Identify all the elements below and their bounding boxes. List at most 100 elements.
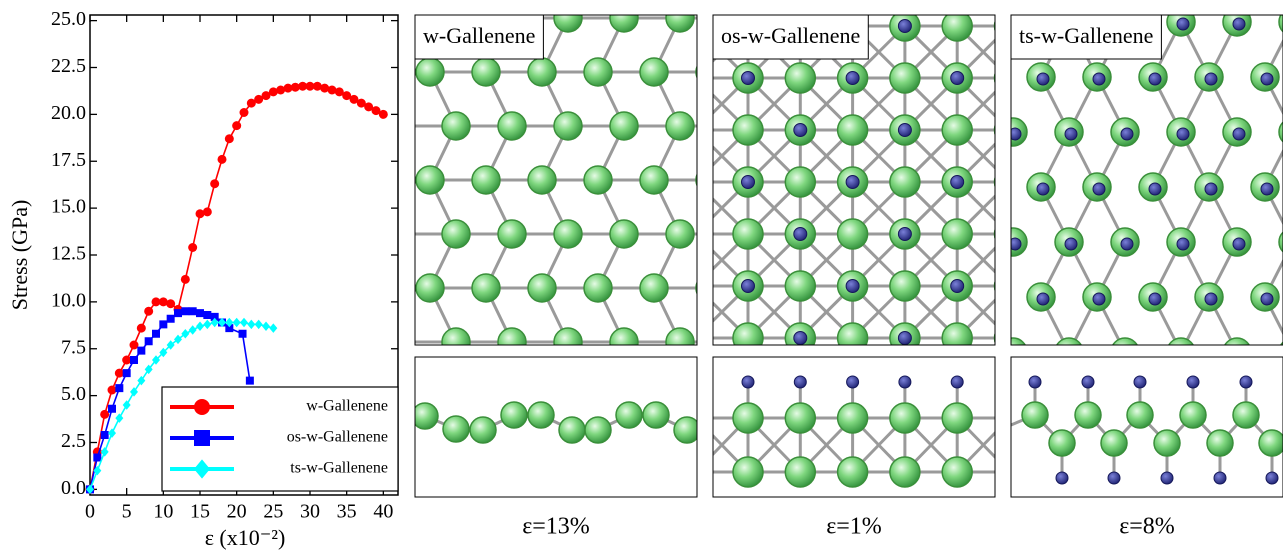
n-atom — [898, 228, 911, 241]
data-point — [210, 179, 219, 188]
data-point — [101, 447, 109, 457]
ga-atom — [442, 220, 470, 248]
ga-atom — [640, 166, 668, 194]
n-atom — [846, 280, 859, 293]
data-point — [188, 243, 197, 252]
ga-atom — [643, 402, 669, 428]
n-atom — [1177, 18, 1189, 30]
data-point — [100, 410, 109, 419]
data-point — [130, 341, 139, 350]
ga-atom — [640, 58, 668, 86]
data-point — [181, 329, 189, 339]
ga-atom — [443, 416, 469, 442]
n-atom — [1065, 128, 1077, 140]
ga-atom — [942, 219, 972, 249]
ga-atom — [386, 220, 414, 248]
ga-atom — [674, 417, 700, 443]
ga-atom — [785, 63, 815, 93]
ga-atom — [838, 403, 868, 433]
data-point — [137, 324, 146, 333]
n-atom — [1233, 128, 1245, 140]
ga-atom — [1022, 402, 1048, 428]
ga-atom — [472, 274, 500, 302]
n-atom — [794, 332, 807, 345]
bond — [374, 18, 400, 72]
data-point — [262, 321, 270, 331]
n-atom — [1214, 472, 1226, 484]
page: {"chart_data": {"type": "line", "xlabel"… — [0, 0, 1283, 553]
n-atom — [1121, 238, 1133, 250]
n-atom — [742, 176, 755, 189]
ga-atom — [785, 271, 815, 301]
n-atom — [1121, 128, 1133, 140]
strain-caption: ε=8% — [1119, 514, 1175, 540]
y-tick-label: 22.5 — [51, 55, 86, 77]
n-atom — [794, 376, 806, 388]
n-atom — [1266, 472, 1278, 484]
data-point — [123, 369, 131, 377]
n-atom — [794, 228, 807, 241]
y-tick-label: 10.0 — [51, 289, 86, 311]
n-atom — [846, 72, 859, 85]
ga-atom — [1233, 402, 1259, 428]
data-point — [232, 121, 241, 130]
ga-atom — [942, 403, 972, 433]
ga-atom — [666, 112, 694, 140]
data-point — [130, 356, 138, 364]
bond — [374, 180, 400, 234]
x-tick-label: 35 — [337, 501, 357, 523]
structure-top — [681, 11, 1025, 353]
ga-atom — [1154, 430, 1180, 456]
legend-marker — [194, 430, 210, 446]
data-point — [115, 384, 123, 392]
data-point — [115, 413, 123, 423]
ga-atom — [838, 115, 868, 145]
data-point — [181, 307, 189, 315]
ga-atom — [584, 274, 612, 302]
ga-atom — [890, 63, 920, 93]
ga-atom — [412, 403, 438, 429]
n-atom — [794, 124, 807, 137]
n-atom — [1134, 376, 1146, 388]
n-atom — [951, 376, 963, 388]
ga-atom — [942, 457, 972, 487]
structure-top — [360, 4, 750, 396]
data-point — [174, 335, 182, 345]
n-atom — [1037, 73, 1049, 85]
ga-atom — [610, 112, 638, 140]
data-point — [225, 134, 234, 143]
ga-atom — [472, 58, 500, 86]
ga-atom — [416, 166, 444, 194]
ga-atom — [498, 328, 526, 356]
ga-atom — [838, 323, 868, 353]
ga-atom — [554, 112, 582, 140]
data-point — [203, 311, 211, 319]
x-tick-label: 20 — [227, 501, 247, 523]
n-atom — [1082, 376, 1094, 388]
ga-atom — [470, 417, 496, 443]
y-tick-label: 17.5 — [51, 149, 86, 171]
y-tick-label: 7.5 — [61, 336, 86, 358]
data-point — [246, 377, 254, 385]
data-point — [159, 320, 167, 328]
n-atom — [742, 72, 755, 85]
bond — [374, 72, 400, 126]
ga-atom — [554, 328, 582, 356]
y-tick-label: 20.0 — [51, 102, 86, 124]
data-point — [189, 325, 197, 335]
data-point — [196, 321, 204, 331]
legend-label: ts-w-Gallenene — [290, 460, 388, 477]
data-point — [196, 309, 204, 317]
n-atom — [951, 176, 964, 189]
n-atom — [1149, 293, 1161, 305]
data-point — [115, 369, 124, 378]
ga-atom — [1207, 430, 1233, 456]
n-atom — [1093, 73, 1105, 85]
n-atom — [1037, 183, 1049, 195]
ga-atom — [610, 4, 638, 32]
ga-atom — [528, 58, 556, 86]
data-point — [167, 315, 175, 323]
ga-atom — [501, 402, 527, 428]
data-point — [247, 320, 255, 330]
x-tick-label: 0 — [85, 501, 95, 523]
